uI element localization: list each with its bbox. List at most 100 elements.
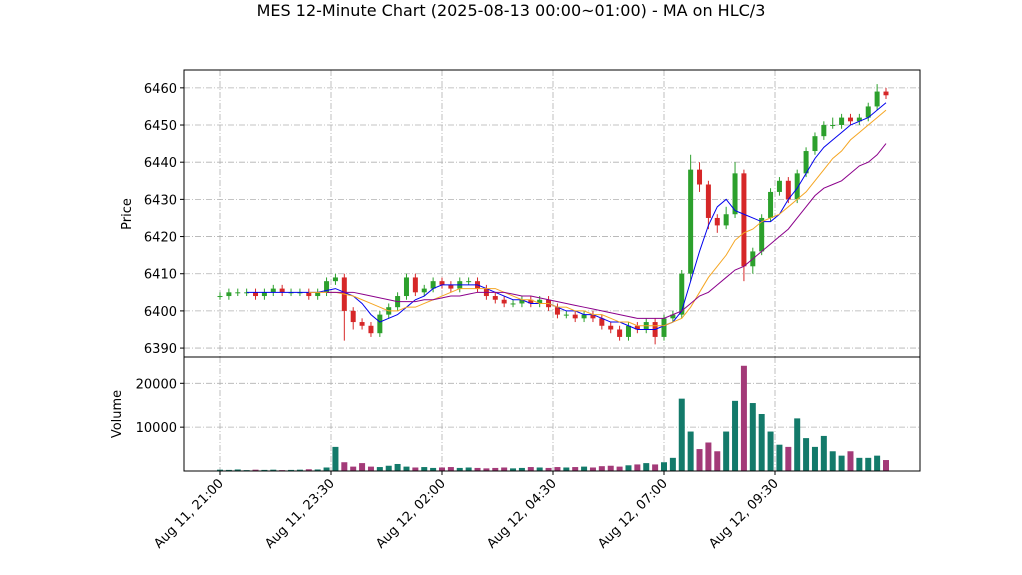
volume-bar — [572, 467, 579, 471]
volume-bar — [367, 466, 374, 471]
volume-bar — [856, 457, 863, 471]
volume-bar — [385, 465, 392, 471]
y-tick-label: 10000 — [136, 421, 177, 436]
volume-bar — [687, 431, 694, 471]
volume-bar — [554, 467, 561, 471]
volume-bar — [767, 431, 774, 471]
candle-body — [590, 314, 596, 319]
candle-body — [759, 217, 765, 252]
volume-bar — [874, 455, 881, 471]
candle-body — [821, 125, 827, 137]
candle-body — [785, 180, 791, 200]
candle-body — [306, 292, 312, 297]
candle-body — [839, 117, 845, 126]
candle-body — [608, 325, 614, 330]
volume-bar — [350, 466, 357, 471]
candle-body — [768, 191, 774, 218]
candle-body — [519, 299, 525, 304]
volume-bar — [749, 403, 756, 471]
volume-bar — [439, 467, 445, 471]
candle-body — [324, 281, 330, 293]
volume-bar — [421, 467, 428, 471]
volume-bar — [261, 469, 268, 471]
volume-bar — [252, 469, 259, 471]
candle-body — [670, 314, 676, 319]
volume-bar — [652, 464, 659, 471]
volume-bar — [474, 467, 481, 471]
volume-bar — [696, 449, 703, 471]
candle-body — [421, 288, 427, 293]
volume-bar — [527, 467, 534, 471]
volume-bar — [492, 467, 499, 471]
y-tick-label: 6440 — [144, 156, 177, 171]
candle-body — [697, 169, 703, 185]
volume-bar — [625, 465, 632, 471]
volume-bar — [829, 451, 836, 471]
volume-bar — [394, 463, 401, 471]
candle-body — [261, 292, 267, 297]
volume-bar — [643, 463, 650, 471]
candle-body — [253, 292, 259, 297]
candle-body — [865, 106, 871, 118]
volume-bar — [581, 466, 588, 471]
volume-bar — [714, 451, 721, 471]
volume-bar — [270, 469, 277, 471]
volume-bar — [820, 435, 827, 471]
chart-title: MES 12-Minute Chart (2025-08-13 00:00~01… — [257, 1, 766, 20]
x-tick-label: Aug 12, 07:00 — [595, 476, 671, 552]
volume-bar — [501, 467, 508, 471]
volume-bar — [732, 400, 739, 471]
candle-body — [528, 299, 534, 304]
volume-bar — [740, 365, 747, 471]
candle-body — [430, 281, 436, 289]
volume-bar — [323, 467, 330, 471]
volume-bar — [607, 465, 614, 471]
volume-bar — [483, 468, 490, 471]
candle-body — [217, 296, 223, 298]
candle-body — [847, 117, 853, 122]
volume-bar — [296, 469, 303, 471]
volume-bar — [705, 442, 712, 471]
y-tick-label: 6430 — [144, 193, 177, 208]
volume-bar — [332, 446, 339, 471]
y-tick-label: 6400 — [144, 305, 177, 320]
volume-bar — [883, 460, 889, 471]
candle-body — [270, 288, 276, 293]
volume-bar — [563, 467, 570, 471]
candle-body — [617, 329, 623, 337]
candle-body — [466, 281, 472, 283]
candle-body — [510, 303, 516, 305]
y-axis-label: Volume — [110, 390, 125, 438]
volume-bar — [234, 469, 241, 471]
volume-bar — [776, 444, 783, 471]
volume-bar — [847, 451, 854, 471]
candle-body — [537, 299, 543, 304]
candle-body — [226, 292, 232, 297]
y-tick-label: 6410 — [144, 268, 177, 283]
volume-bar — [545, 467, 552, 471]
volume-bar — [288, 469, 295, 471]
volume-bar — [403, 466, 410, 471]
y-tick-label: 6460 — [144, 82, 177, 97]
candle-body — [883, 91, 889, 96]
y-tick-label: 6420 — [144, 231, 177, 246]
candle-body — [412, 277, 418, 293]
candle-body — [448, 284, 454, 289]
volume-bar — [314, 469, 321, 471]
candle-body — [625, 325, 631, 337]
candle-body — [350, 310, 356, 323]
volume-bar — [634, 464, 641, 471]
volume-bar — [456, 467, 463, 471]
volume-bar — [412, 467, 419, 471]
candle-body — [803, 151, 809, 174]
candle-body — [439, 281, 445, 285]
volume-bar — [225, 469, 232, 471]
candle-body — [776, 180, 782, 192]
candle-body — [794, 173, 800, 200]
volume-bar — [678, 398, 685, 471]
candle-body — [501, 299, 507, 304]
candle-body — [856, 117, 862, 122]
x-tick-label: Aug 12, 04:30 — [484, 476, 560, 552]
volume-bar — [838, 455, 845, 471]
volume-bar — [510, 468, 517, 471]
